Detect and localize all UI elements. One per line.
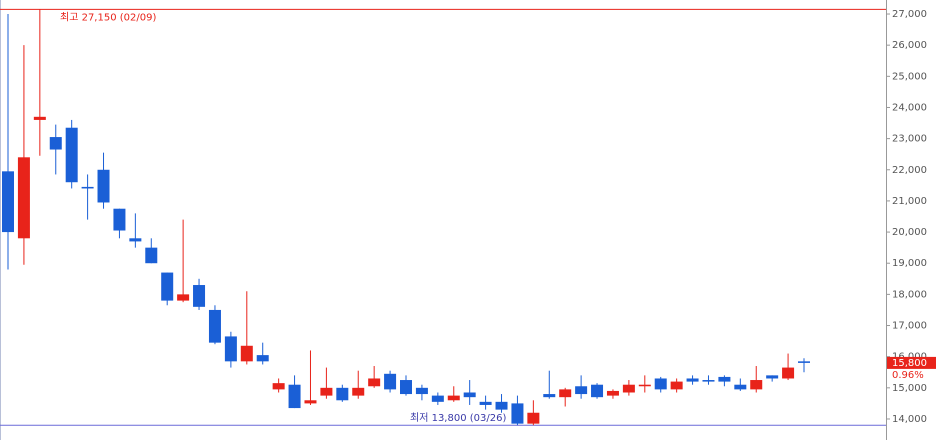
- candle-body: [17, 157, 30, 239]
- candle-body: [240, 345, 253, 362]
- last-change-label: 0.96%: [892, 370, 924, 381]
- min-label: 최저 13,800 (03/26): [410, 412, 506, 424]
- last-price-label: 15,800: [892, 358, 927, 369]
- candle-body: [431, 395, 444, 402]
- y-tick-label: 23,000: [892, 134, 927, 145]
- candle-body: [177, 294, 190, 301]
- candle-body: [654, 378, 667, 390]
- candle-body: [256, 355, 269, 362]
- y-tick-label: 19,000: [892, 258, 927, 269]
- candle-body: [511, 403, 524, 424]
- plot-area: [0, 0, 886, 440]
- candle-body: [400, 380, 412, 395]
- candle-body: [352, 387, 365, 396]
- candle-body: [750, 380, 763, 390]
- candle-body: [161, 272, 174, 301]
- candle-body: [527, 412, 540, 424]
- candle-body: [479, 401, 492, 405]
- candle-body: [145, 247, 158, 264]
- max-label: 최고 27,150 (02/09): [60, 11, 156, 23]
- candle-body: [49, 137, 62, 150]
- candle-body: [718, 376, 731, 382]
- candle-body: [129, 238, 142, 242]
- candle-body: [415, 387, 428, 395]
- last-price-box: [887, 356, 936, 369]
- candle-body: [65, 127, 78, 183]
- candle-body: [782, 367, 795, 379]
- candle-body: [638, 384, 651, 387]
- candle-body: [97, 169, 110, 203]
- y-tick-label: 15,000: [892, 383, 927, 394]
- candle-body: [447, 395, 460, 401]
- candle-body: [798, 361, 810, 363]
- candle-body: [606, 390, 619, 396]
- candle-body: [288, 384, 301, 409]
- candle-body: [384, 373, 397, 390]
- candle-body: [208, 309, 221, 343]
- candle-body: [686, 378, 699, 382]
- candle-body: [575, 386, 588, 395]
- candle-body: [193, 285, 206, 307]
- y-tick-label: 18,000: [892, 289, 927, 300]
- candle-body: [320, 387, 333, 396]
- candle-body: [559, 389, 572, 398]
- candle-body: [272, 383, 285, 390]
- candle-body: [766, 375, 779, 379]
- y-tick-label: 27,000: [892, 9, 927, 20]
- y-tick-label: 14,000: [892, 414, 927, 425]
- y-tick-label: 25,000: [892, 71, 927, 82]
- y-tick-label: 24,000: [892, 102, 927, 113]
- candle-body: [224, 336, 237, 362]
- y-tick-label: 17,000: [892, 321, 927, 332]
- candle-body: [33, 116, 46, 120]
- candle-body: [591, 384, 604, 398]
- y-tick-label: 20,000: [892, 227, 927, 238]
- candle-body: [336, 387, 349, 401]
- candle-body: [734, 384, 747, 390]
- candle-body: [702, 380, 715, 382]
- candle-body: [304, 400, 317, 404]
- candle-body: [463, 392, 476, 398]
- candle-body: [543, 394, 556, 398]
- candle-body: [368, 378, 381, 387]
- candle-body: [113, 208, 126, 231]
- candle-body: [495, 401, 508, 410]
- candle-body: [81, 186, 94, 189]
- y-tick-label: 26,000: [892, 40, 927, 51]
- candle-body: [622, 384, 635, 393]
- y-tick-label: 22,000: [892, 165, 927, 176]
- candle-body: [670, 381, 683, 390]
- y-tick-label: 21,000: [892, 196, 927, 207]
- candle-body: [2, 171, 14, 233]
